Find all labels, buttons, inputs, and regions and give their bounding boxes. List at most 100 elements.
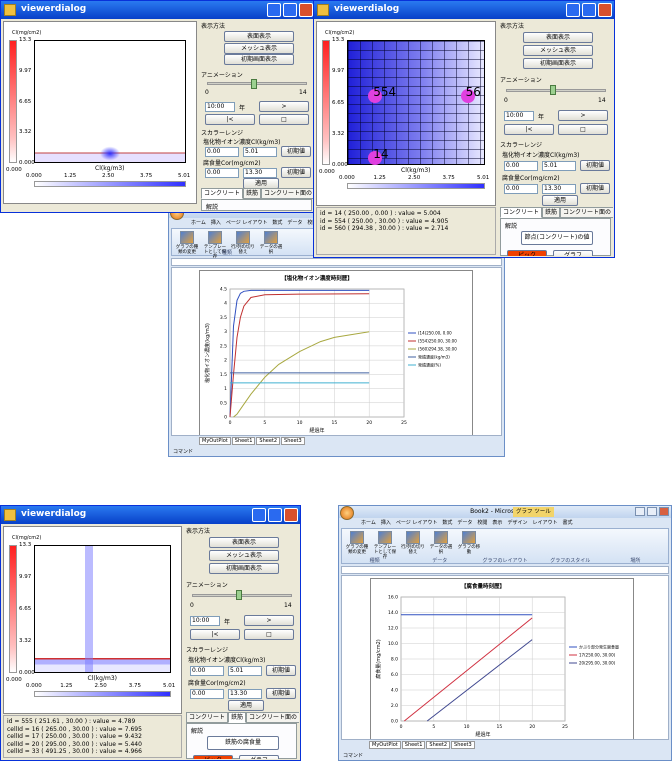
button[interactable]: 初期画面表示: [224, 54, 294, 66]
window-button[interactable]: [582, 3, 596, 17]
slider-track[interactable]: [506, 89, 606, 92]
button[interactable]: □: [244, 629, 294, 640]
button[interactable]: 初期画面表示: [209, 563, 279, 574]
ribbon-button[interactable]: 行/列の切り替え: [230, 231, 256, 260]
button[interactable]: 初期画面表示: [523, 58, 593, 69]
button[interactable]: 初期値: [580, 183, 610, 194]
slider-track[interactable]: [207, 82, 307, 86]
button[interactable]: |<: [190, 629, 240, 640]
button[interactable]: □: [558, 124, 608, 135]
text-input[interactable]: 0.00: [190, 666, 224, 676]
text-input[interactable]: 0.00: [504, 161, 538, 171]
slider-thumb[interactable]: [550, 85, 556, 95]
ribbon-tab[interactable]: データ: [287, 220, 303, 226]
ribbon-button[interactable]: 行/列の切り替え: [400, 531, 426, 560]
slider-thumb[interactable]: [236, 590, 242, 600]
ribbon-tab[interactable]: 数式: [442, 520, 453, 526]
window-button[interactable]: [284, 508, 298, 522]
tab[interactable]: 鉄筋: [243, 188, 262, 200]
text-input[interactable]: 10:00: [205, 102, 235, 112]
button[interactable]: 適用: [243, 177, 279, 189]
pick-button[interactable]: ピック: [193, 755, 233, 759]
pick-marker[interactable]: [368, 150, 383, 165]
text-input[interactable]: 13.30: [542, 184, 576, 194]
window-button[interactable]: [635, 507, 645, 516]
ribbon-button[interactable]: テンプレートとして保存: [372, 531, 398, 560]
text-input[interactable]: 10:00: [190, 616, 220, 626]
ribbon-button[interactable]: グラフの種類の変更: [344, 531, 370, 560]
sheet-tab[interactable]: Sheet1: [231, 437, 256, 445]
window-button[interactable]: [647, 507, 657, 516]
window-button[interactable]: [598, 3, 612, 17]
ribbon-button[interactable]: グラフの移動: [456, 531, 482, 560]
text-input[interactable]: 0.00: [190, 689, 224, 699]
tab[interactable]: コンクリート面の: [246, 712, 299, 723]
ribbon-tab[interactable]: 校閲: [477, 520, 488, 526]
ribbon-tab[interactable]: ページ レイアウト: [395, 520, 438, 526]
ribbon-tab[interactable]: データ: [457, 520, 473, 526]
ribbon-tab[interactable]: レイアウト: [532, 520, 558, 526]
ribbon-tab[interactable]: ホーム: [361, 520, 376, 526]
button[interactable]: |<: [205, 113, 255, 125]
ribbon-button[interactable]: グラフの種類の変更: [174, 231, 200, 260]
office-button[interactable]: [340, 506, 354, 520]
ribbon-tab[interactable]: 数式: [272, 220, 283, 226]
button[interactable]: 初期値: [266, 688, 296, 699]
window-button[interactable]: [267, 3, 281, 17]
ribbon-tab[interactable]: ページ レイアウト: [225, 220, 268, 226]
button[interactable]: メッシュ表示: [209, 550, 279, 561]
ribbon-button[interactable]: データの選択: [258, 231, 284, 260]
sheet-tab[interactable]: Sheet3: [281, 437, 305, 445]
text-input[interactable]: 13.30: [243, 167, 277, 178]
button[interactable]: □: [259, 113, 309, 125]
tab[interactable]: コンクリート面の: [560, 207, 613, 218]
item-box[interactable]: 鉄筋の腐食量: [207, 736, 279, 750]
text-input[interactable]: 13.30: [228, 689, 262, 699]
pick-marker[interactable]: [368, 89, 383, 104]
text-input[interactable]: 5.01: [542, 161, 576, 171]
text-input[interactable]: 5.01: [243, 147, 277, 157]
button[interactable]: >: [244, 615, 294, 626]
text-input[interactable]: 0.00: [205, 167, 239, 178]
sheet-tab[interactable]: Sheet2: [256, 437, 281, 445]
button[interactable]: メッシュ表示: [224, 42, 294, 54]
tab[interactable]: コンクリート面の: [261, 188, 314, 200]
sheet-tab[interactable]: MyOutPlot: [199, 437, 231, 445]
window-button[interactable]: [299, 3, 313, 17]
ribbon-tab[interactable]: 校閲: [307, 219, 317, 228]
button[interactable]: 表面表示: [209, 537, 279, 548]
pick-button[interactable]: ピック: [507, 250, 547, 256]
window-button[interactable]: [566, 3, 580, 17]
button[interactable]: >: [558, 110, 608, 121]
graph-button[interactable]: グラフ: [553, 250, 593, 256]
ribbon-tab[interactable]: 挿入: [210, 220, 221, 226]
text-input[interactable]: 5.01: [228, 666, 262, 676]
tab[interactable]: コンクリート: [500, 207, 543, 218]
ribbon-tab[interactable]: デザイン: [507, 520, 528, 526]
window-button[interactable]: [252, 508, 266, 522]
button[interactable]: 適用: [228, 700, 264, 711]
sheet-tab[interactable]: Sheet2: [426, 741, 451, 749]
text-input[interactable]: 0.00: [205, 147, 239, 157]
sheet-tab[interactable]: Sheet1: [401, 741, 426, 749]
tab[interactable]: 鉄筋: [228, 712, 247, 723]
window-button[interactable]: [268, 508, 282, 522]
tab[interactable]: コンクリート: [186, 712, 229, 723]
graph-button[interactable]: グラフ: [239, 755, 279, 759]
window-button[interactable]: [659, 507, 669, 516]
text-input[interactable]: 0.00: [504, 184, 538, 194]
button[interactable]: 初期値: [266, 665, 296, 676]
button[interactable]: メッシュ表示: [523, 45, 593, 56]
item-box[interactable]: 節点(コンクリート)の値: [521, 231, 593, 245]
ribbon-tab[interactable]: 挿入: [380, 520, 391, 526]
tab[interactable]: 鉄筋: [542, 207, 561, 218]
button[interactable]: 初期値: [281, 166, 311, 178]
slider-thumb[interactable]: [251, 78, 257, 89]
ribbon-tab[interactable]: ホーム: [191, 220, 206, 226]
ribbon-tab[interactable]: 表示: [492, 520, 503, 526]
button[interactable]: 表面表示: [224, 30, 294, 42]
button[interactable]: 初期値: [580, 160, 610, 171]
button[interactable]: 適用: [542, 195, 578, 206]
text-input[interactable]: 10:00: [504, 111, 534, 121]
ribbon-tab[interactable]: 書式: [562, 520, 573, 526]
